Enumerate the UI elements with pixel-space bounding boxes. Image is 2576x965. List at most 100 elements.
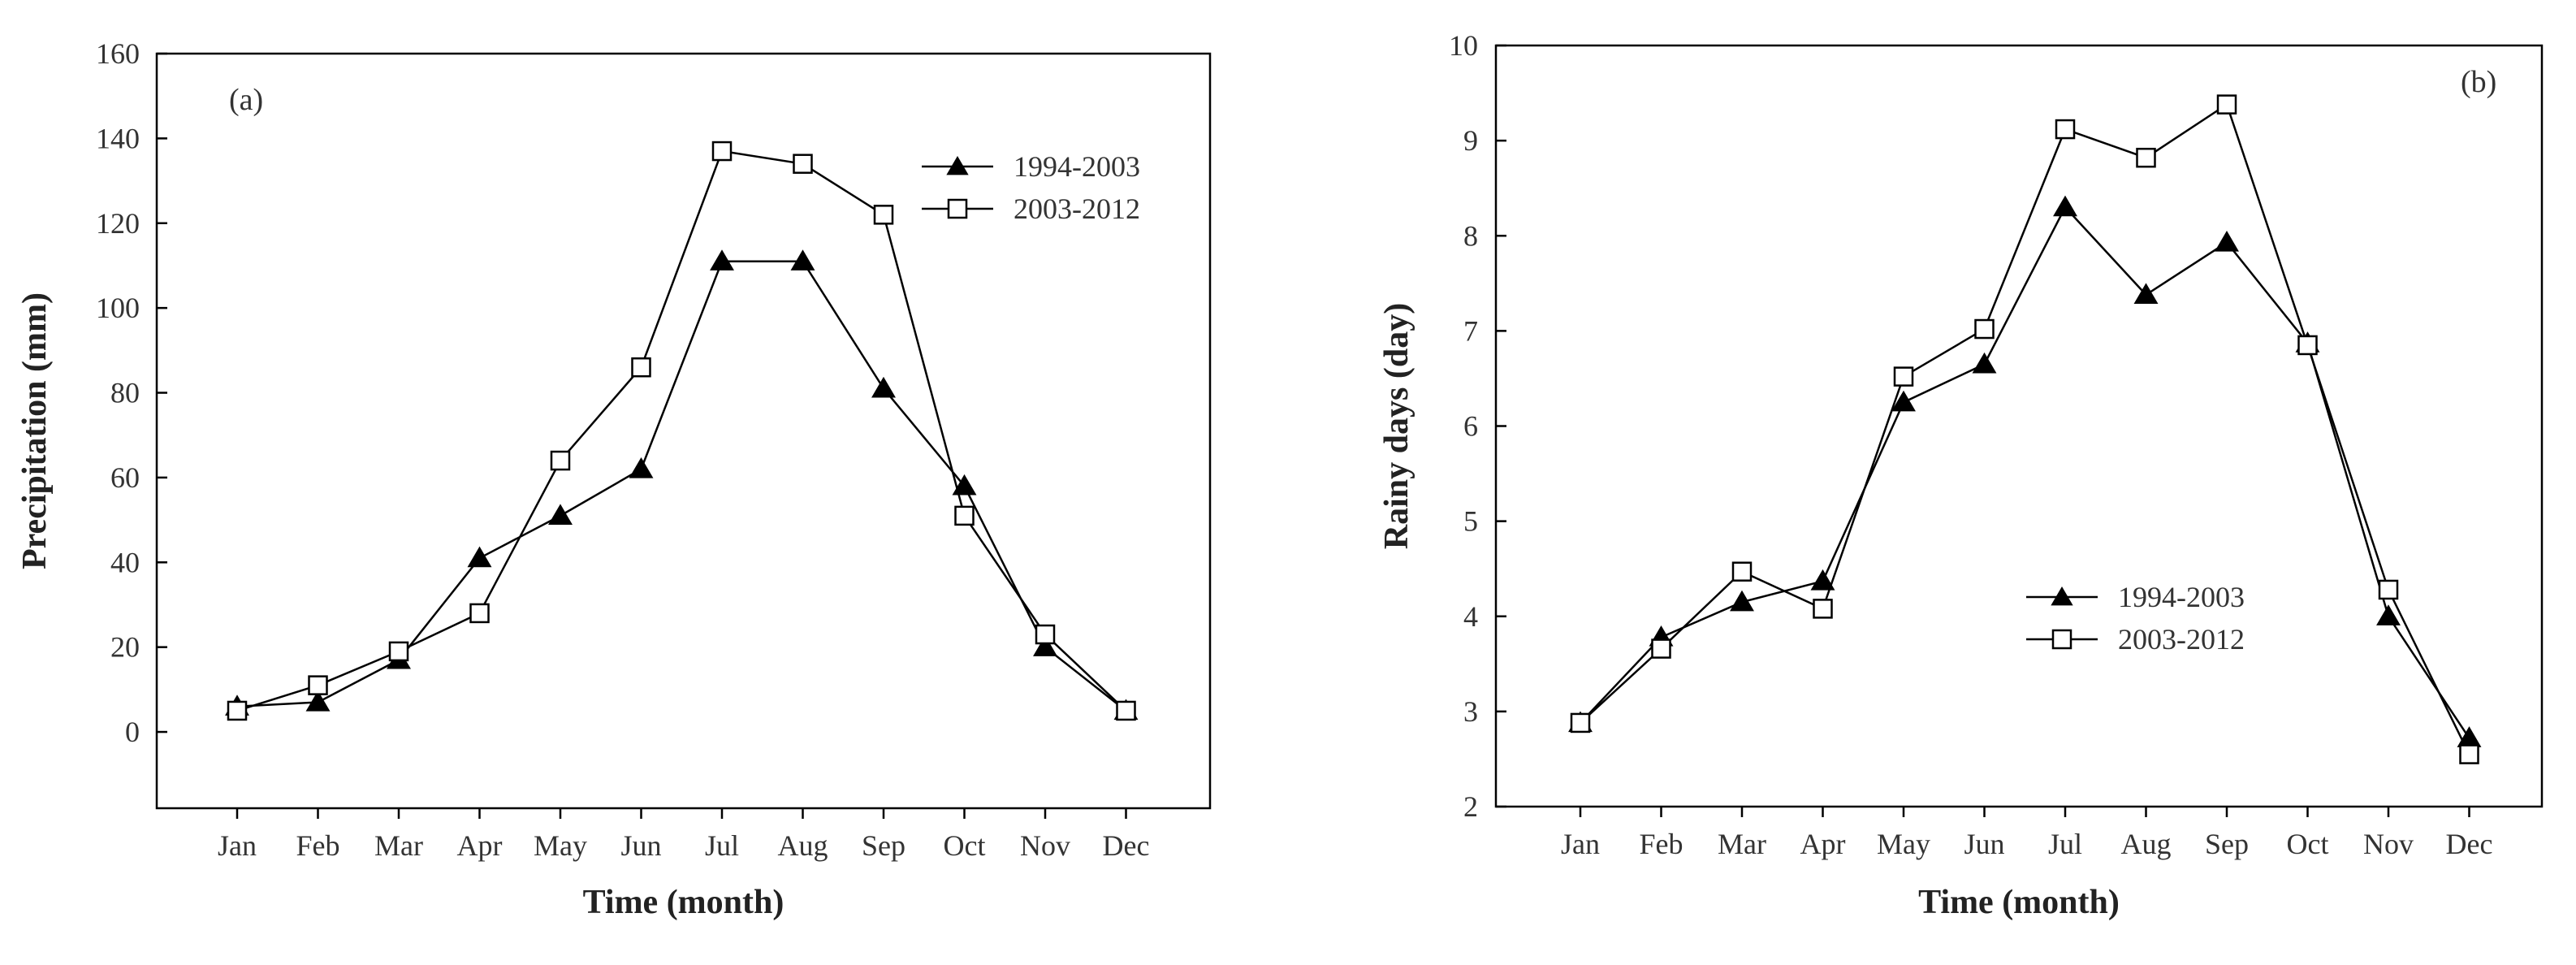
x-tick-label: Oct — [944, 829, 986, 862]
x-axis-label: Time (month) — [583, 884, 784, 921]
data-point-square — [1813, 599, 1833, 619]
data-point-square — [1974, 318, 1995, 340]
series-1994-2003 — [225, 249, 1139, 721]
data-point-triangle — [467, 546, 492, 568]
data-point-triangle — [1891, 390, 1916, 412]
x-tick-label: May — [1877, 828, 1930, 860]
data-point-triangle — [1972, 352, 1997, 374]
series-line — [236, 260, 1127, 712]
data-point-square — [1893, 366, 1914, 387]
y-tick-label: 120 — [96, 207, 140, 240]
x-tick-label: Dec — [2446, 828, 2493, 860]
x-tick-label: Aug — [778, 829, 828, 862]
x-tick-label: Mar — [374, 829, 423, 862]
y-tick-label: 20 — [110, 631, 140, 664]
x-tick-label: Dec — [1103, 829, 1150, 862]
x-axis-label: Time (month) — [1918, 884, 2120, 921]
data-point-square — [388, 641, 409, 662]
y-tick-label: 7 — [1463, 314, 1478, 347]
data-point-square — [631, 357, 651, 378]
y-tick-label: 3 — [1463, 695, 1478, 728]
x-tick-label: Oct — [2287, 828, 2329, 860]
y-tick-label: 160 — [96, 37, 140, 70]
y-tick-label: 4 — [1463, 600, 1478, 633]
data-point-square — [1651, 638, 1671, 659]
data-point-square — [711, 141, 733, 162]
x-tick-label: Jan — [218, 829, 257, 862]
y-tick-label: 100 — [96, 292, 140, 324]
x-tick-label: Mar — [1718, 828, 1766, 860]
data-point-square — [793, 154, 813, 174]
x-tick-label: Nov — [2363, 828, 2414, 860]
y-tick-label: 80 — [110, 377, 140, 409]
legend-label: 2003-2012 — [1014, 193, 1140, 225]
legend: 1994-2003 2003-2012 — [922, 150, 1140, 225]
data-point-square — [308, 675, 328, 695]
data-point-triangle — [1033, 635, 1057, 656]
x-tick-label: Jun — [1964, 828, 2004, 860]
data-point-triangle — [2376, 604, 2401, 625]
data-point-triangle — [548, 504, 573, 526]
panel-b: 2 3 4 5 6 7 8 9 10 Jan Feb Mar Apr May Jun Jul Aug Sep Oct… — [1378, 29, 2544, 921]
data-point-triangle — [2053, 195, 2077, 217]
data-point-triangle — [790, 249, 815, 270]
panel-label: (a) — [229, 83, 263, 117]
data-point-square — [2055, 119, 2076, 140]
x-tick-label: Jan — [1561, 828, 1600, 860]
data-point-square — [1035, 624, 1056, 645]
plot-frame — [1494, 44, 2544, 808]
series-line — [1580, 102, 2470, 755]
legend-label: 2003-2012 — [2118, 623, 2245, 656]
data-point-triangle — [1810, 569, 1835, 591]
y-tick-label: 60 — [110, 461, 140, 494]
x-tick-label: May — [534, 829, 587, 862]
y-tick-label: 6 — [1463, 410, 1478, 443]
y-axis-label: Precipitation (mm) — [16, 292, 54, 569]
x-tick-label: Feb — [1640, 828, 1683, 860]
data-point-square — [2378, 579, 2399, 600]
y-tick-label: 5 — [1463, 505, 1478, 538]
data-point-square — [954, 505, 975, 526]
panel-a: 0 20 40 60 80 100 120 140 160 Jan Feb Mar Apr May Jun J… — [16, 37, 1212, 921]
data-point-square — [2136, 147, 2156, 168]
x-tick-label: Jul — [2048, 828, 2082, 860]
series-1994-2003 — [1568, 195, 2482, 747]
y-tick-label: 9 — [1463, 124, 1478, 157]
data-point-square — [2297, 335, 2318, 356]
legend: 1994-2003 2003-2012 — [2026, 581, 2245, 656]
data-point-square — [1116, 700, 1136, 721]
data-point-triangle — [710, 249, 734, 270]
data-point-triangle — [952, 474, 977, 495]
x-tick-label: Apr — [457, 829, 503, 862]
data-point-triangle — [629, 457, 654, 478]
x-tick-label: Apr — [1800, 828, 1846, 860]
data-point-square — [227, 700, 248, 721]
x-tick-label: Sep — [2205, 828, 2249, 860]
data-point-triangle — [2215, 230, 2239, 252]
x-tick-label: Jun — [620, 829, 661, 862]
data-point-square — [1570, 712, 1591, 733]
x-tick-label: Aug — [2121, 828, 2172, 860]
x-tick-label: Sep — [862, 829, 905, 862]
data-point-square — [2459, 744, 2479, 764]
legend-marker-triangle — [946, 156, 969, 175]
legend-label: 1994-2003 — [2118, 581, 2245, 613]
y-tick-label: 40 — [110, 546, 140, 578]
series-line — [236, 149, 1127, 712]
y-tick-label: 8 — [1463, 219, 1478, 252]
data-point-square — [873, 205, 894, 225]
series-2003-2012 — [1570, 94, 2479, 764]
data-point-triangle — [871, 376, 896, 398]
series-line — [1580, 205, 2470, 739]
x-tick-label: Jul — [705, 829, 739, 862]
legend-marker-square — [2051, 629, 2072, 650]
data-point-square — [469, 603, 490, 624]
plot-frame — [155, 52, 1212, 810]
series-2003-2012 — [227, 141, 1136, 721]
x-tick-label: Feb — [296, 829, 340, 862]
y-tick-label: 140 — [96, 122, 140, 154]
data-point-square — [1731, 561, 1753, 582]
legend-label: 1994-2003 — [1014, 150, 1140, 183]
data-point-triangle — [2133, 283, 2159, 305]
